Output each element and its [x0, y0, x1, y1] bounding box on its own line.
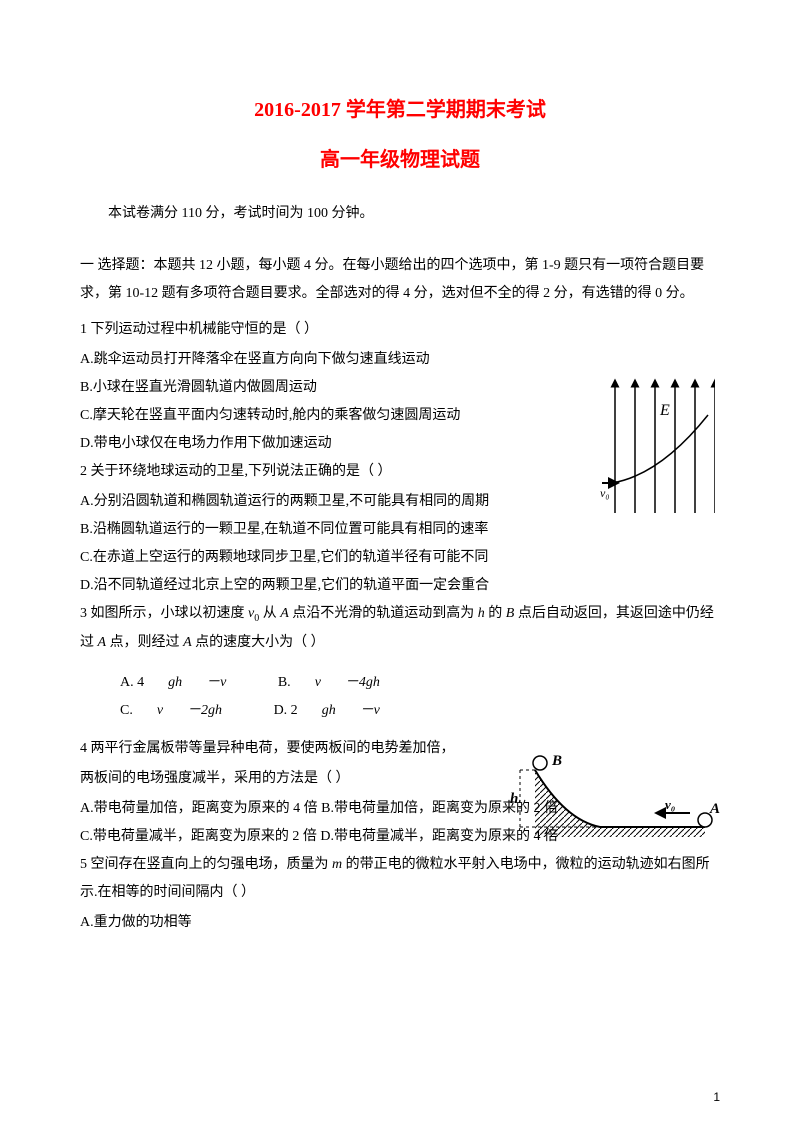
q5-var-m: m	[332, 857, 342, 872]
q3-stem-b: 从	[259, 606, 280, 621]
fig-label-v0: v₀	[600, 486, 610, 500]
fig-label-slope-v0: v₀	[665, 797, 675, 812]
q3a-pre: A. 4	[120, 669, 144, 697]
page-number: 1	[713, 1085, 720, 1109]
q3-option-a: A. 4 gh －v	[120, 669, 250, 697]
q3-options-row1: A. 4 gh －v B. v －4gh	[80, 669, 720, 697]
q3-var-A1: A	[280, 606, 289, 621]
q3-stem-d: 的	[485, 606, 506, 621]
fig-label-A: A	[709, 801, 720, 817]
q3a-mid: gh	[168, 669, 182, 697]
q3d-end: －v	[360, 697, 380, 725]
section-1-desc: 一 选择题：本题共 12 小题，每小题 4 分。在每小题给出的四个选项中，第 1…	[80, 252, 720, 308]
fig-label-h: h	[510, 791, 518, 807]
q3-option-d: D. 2 gh －v	[274, 697, 404, 725]
q5-stem-a: 5 空间存在竖直向上的匀强电场，质量为	[80, 857, 332, 872]
q3d-pre: D. 2	[274, 697, 298, 725]
q3-options-row2: C. v －2gh D. 2 gh －v	[80, 697, 720, 725]
q5-stem: 5 空间存在竖直向上的匀强电场，质量为 m 的带正电的微粒水平射入电场中，微粒的…	[80, 851, 720, 907]
fig-label-E: E	[659, 402, 670, 419]
q3d-mid: gh	[322, 697, 336, 725]
q2-option-c: C.在赤道上空运行的两颗地球同步卫星,它们的轨道半径有可能不同	[80, 544, 720, 572]
q3b-end: －4gh	[345, 669, 380, 697]
q3-var-h: h	[478, 606, 485, 621]
q3b-pre: B.	[278, 669, 291, 697]
figure-electric-field: E v₀	[600, 375, 715, 515]
fig-label-B: B	[551, 753, 562, 769]
exam-title-sub: 高一年级物理试题	[80, 140, 720, 180]
q3-option-b: B. v －4gh	[278, 669, 404, 697]
q3-stem-g: 点的速度大小为（ ）	[192, 635, 325, 650]
q3-var-A2: A	[98, 635, 107, 650]
q3-stem-a: 3 如图所示，小球以初速度	[80, 606, 248, 621]
figure-slope: B A h v₀	[510, 745, 720, 845]
q3-stem-f: 点，则经过	[106, 635, 183, 650]
q3-stem: 3 如图所示，小球以初速度 v0 从 A 点沿不光滑的轨道运动到高为 h 的 B…	[80, 600, 720, 657]
exam-title-main: 2016-2017 学年第二学期期末考试	[80, 90, 720, 130]
q3-var-A3: A	[183, 635, 192, 650]
q3c-mid: v	[157, 697, 163, 725]
q3-option-c: C. v －2gh	[120, 697, 246, 725]
q3c-pre: C.	[120, 697, 133, 725]
q2-option-b: B.沿椭圆轨道运行的一颗卫星,在轨道不同位置可能具有相同的速率	[80, 516, 720, 544]
q3a-end: －v	[206, 669, 226, 697]
q1-option-a: A.跳伞运动员打开降落伞在竖直方向向下做匀速直线运动	[80, 346, 720, 374]
q3c-end: －2gh	[187, 697, 222, 725]
q5-option-a: A.重力做的功相等	[80, 909, 720, 937]
q3-stem-c: 点沿不光滑的轨道运动到高为	[289, 606, 478, 621]
q3b-mid: v	[315, 669, 321, 697]
q1-stem: 1 下列运动过程中机械能守恒的是（ ）	[80, 316, 720, 344]
exam-intro: 本试卷满分 110 分，考试时间为 100 分钟。	[80, 200, 720, 228]
q2-option-d: D.沿不同轨道经过北京上空的两颗卫星,它们的轨道平面一定会重合	[80, 572, 720, 600]
